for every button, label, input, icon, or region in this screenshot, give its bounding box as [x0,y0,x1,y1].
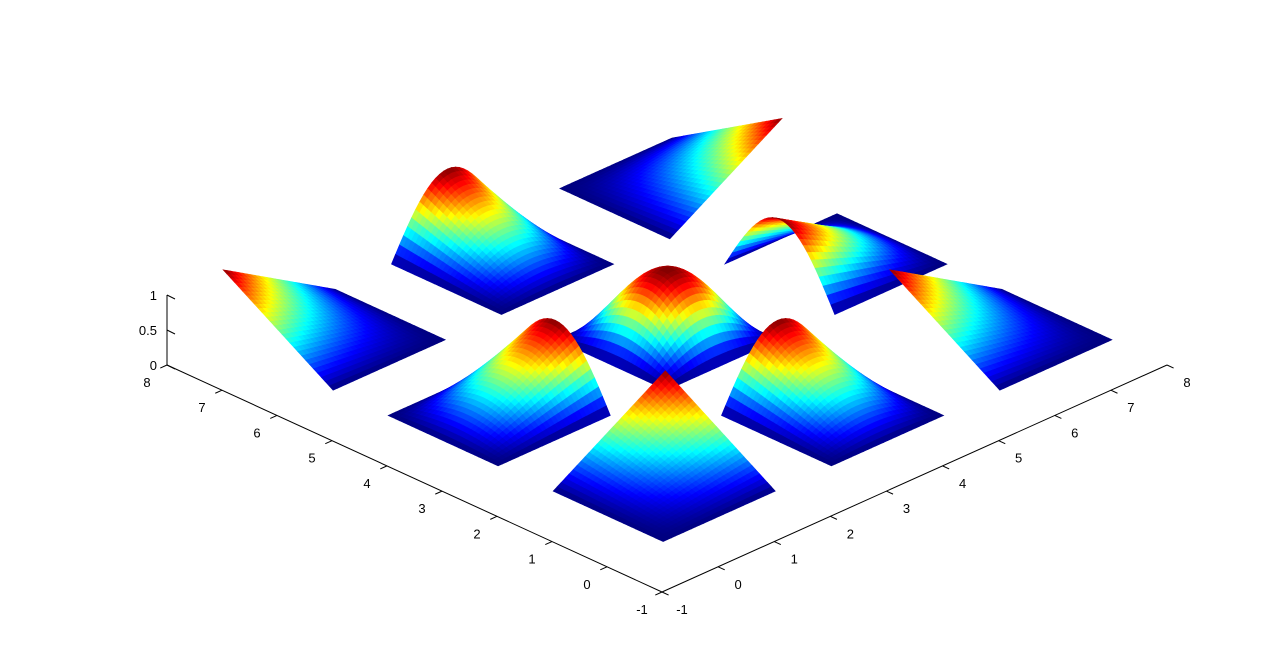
surface-facet-patch-5 [830,303,840,315]
surface-facet-patch-7 [496,310,507,315]
surface-facet-patch-8 [665,232,675,240]
surface-patches [222,117,1113,542]
